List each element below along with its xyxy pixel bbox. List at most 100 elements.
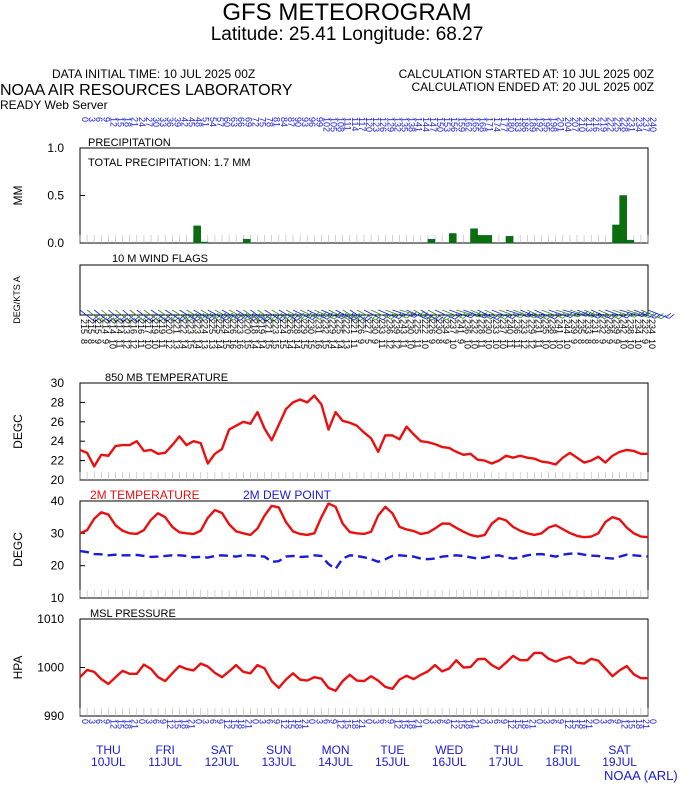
legend-2m-dew-point: 2M DEW POINT <box>243 488 332 502</box>
wind-value-label: 225 <box>207 319 217 334</box>
precip-hour-label: 66 <box>236 117 246 127</box>
wind-barb-tick <box>239 315 246 321</box>
wind-barb-tick <box>186 314 193 320</box>
wind-barb <box>243 309 261 322</box>
wind-barb-tick <box>266 316 272 322</box>
precip-hour-label: 150 <box>435 117 445 132</box>
wind-barb-tick <box>193 314 200 320</box>
precip-hour-label: 27 <box>144 117 154 127</box>
wind-value-label: 233 <box>491 319 501 334</box>
wind-barb-tick <box>144 317 151 322</box>
wind-barb <box>520 309 542 319</box>
wind-value-label: 219 <box>257 319 267 334</box>
precip-hour-label: 39 <box>172 117 182 127</box>
wind-barb <box>385 309 407 319</box>
wind-title: 10 M WIND FLAGS <box>112 253 208 265</box>
precip-hour-label: 207 <box>570 117 580 132</box>
bottom-hour-label: 0 <box>591 719 601 724</box>
wind-barb-tick <box>127 315 134 321</box>
wind-barb-tick <box>534 313 540 319</box>
bottom-hour-label: 18 <box>463 719 473 729</box>
bottom-hour-label: 6 <box>94 719 104 724</box>
wind-barb-tick <box>509 313 515 318</box>
date-label: 15JUL <box>375 755 410 769</box>
precip-hour-label: 162 <box>463 117 473 132</box>
wind-speed-label: 8 <box>79 339 89 344</box>
wind-barb <box>363 309 384 321</box>
wind-value-label: 240 <box>505 319 515 334</box>
day-of-week-label: THU <box>494 743 519 757</box>
wind-barb-tick <box>372 314 379 319</box>
wind-barb-tick <box>359 316 366 321</box>
wind-barb-tick <box>286 314 293 320</box>
wind-value-label: 238 <box>626 319 636 334</box>
bottom-hour-label: 9 <box>442 719 452 724</box>
wind-barb-tick <box>276 313 282 318</box>
wind-barb <box>555 309 579 318</box>
precip-hour-label: 54 <box>208 117 218 127</box>
wind-barb <box>328 309 349 320</box>
wind-barb <box>619 309 643 318</box>
wind-value-label: 236 <box>384 319 394 334</box>
wind-barb-tick <box>218 315 225 321</box>
wind-barb-tick <box>309 313 315 319</box>
wind-barb-tick <box>496 315 503 320</box>
wind-barb <box>79 309 96 323</box>
wind-value-label: 233 <box>583 319 593 334</box>
wind-barb-tick <box>615 313 621 318</box>
wind-speed-label: 14 <box>178 339 188 349</box>
wind-barb <box>370 309 392 320</box>
precip-hour-label: 132 <box>392 117 402 132</box>
wind-barb-tick <box>524 311 531 317</box>
precip-bar <box>243 238 251 244</box>
precip-hour-label: 36 <box>165 117 175 127</box>
precip-bar <box>484 235 493 244</box>
wind-barb-tick <box>462 314 469 319</box>
bottom-hour-label: 18 <box>123 719 133 729</box>
precip-title: PRECIPITATION <box>88 137 171 149</box>
wind-barb <box>101 309 117 323</box>
precip-hour-label: 171 <box>485 117 495 132</box>
day-of-week-label: SAT <box>608 743 631 757</box>
bottom-hour-label: 21 <box>641 719 651 729</box>
wind-value-label: 226 <box>427 319 437 334</box>
wind-barb <box>441 309 464 319</box>
wind-barb-tick <box>281 316 287 322</box>
wind-barb-tick <box>278 314 285 320</box>
wind-value-label: 214 <box>100 319 110 334</box>
wind-speed-label: 8 <box>86 339 96 344</box>
wind-barb <box>193 309 212 321</box>
wind-speed-label: 8 <box>434 339 444 344</box>
pres-tick-label: 990 <box>44 709 64 723</box>
wind-speed-label: 11 <box>477 339 487 348</box>
bottom-hour-label: 9 <box>101 719 111 724</box>
wind-barb-tick <box>101 317 108 323</box>
wind-speed-label: 16 <box>235 339 245 349</box>
precip-total: TOTAL PRECIPITATION: 1.7 MM <box>88 157 251 169</box>
bottom-hour-label: 15 <box>456 719 466 729</box>
wind-barb-tick <box>263 315 270 320</box>
t2m-tick-label: 20 <box>51 559 65 573</box>
date-label: 13JUL <box>261 755 296 769</box>
bottom-hour-label: 18 <box>236 719 246 729</box>
wind-speed-label: 15 <box>271 339 281 349</box>
precip-hour-label: 117 <box>357 117 367 131</box>
wind-barb <box>605 309 628 319</box>
wind-barb-tick <box>665 312 672 318</box>
wind-barb-tick <box>540 314 547 319</box>
wind-barb-tick <box>205 313 212 318</box>
bottom-hour-label: 6 <box>321 719 331 724</box>
precip-hour-label: 120 <box>364 117 374 132</box>
wind-barb <box>491 309 513 319</box>
wind-barb-tick <box>301 314 308 319</box>
wind-barb <box>86 309 103 323</box>
wind-barb-tick <box>312 315 318 320</box>
precip-bar <box>505 236 514 244</box>
wind-speed-label: 10 <box>555 339 565 349</box>
precip-hour-label: 183 <box>513 117 523 132</box>
wind-value-label: 230 <box>406 319 416 334</box>
wind-barb <box>157 309 175 322</box>
wind-barb-tick <box>122 317 129 323</box>
bottom-hour-label: 15 <box>116 719 126 729</box>
wind-value-label: 219 <box>150 319 160 334</box>
